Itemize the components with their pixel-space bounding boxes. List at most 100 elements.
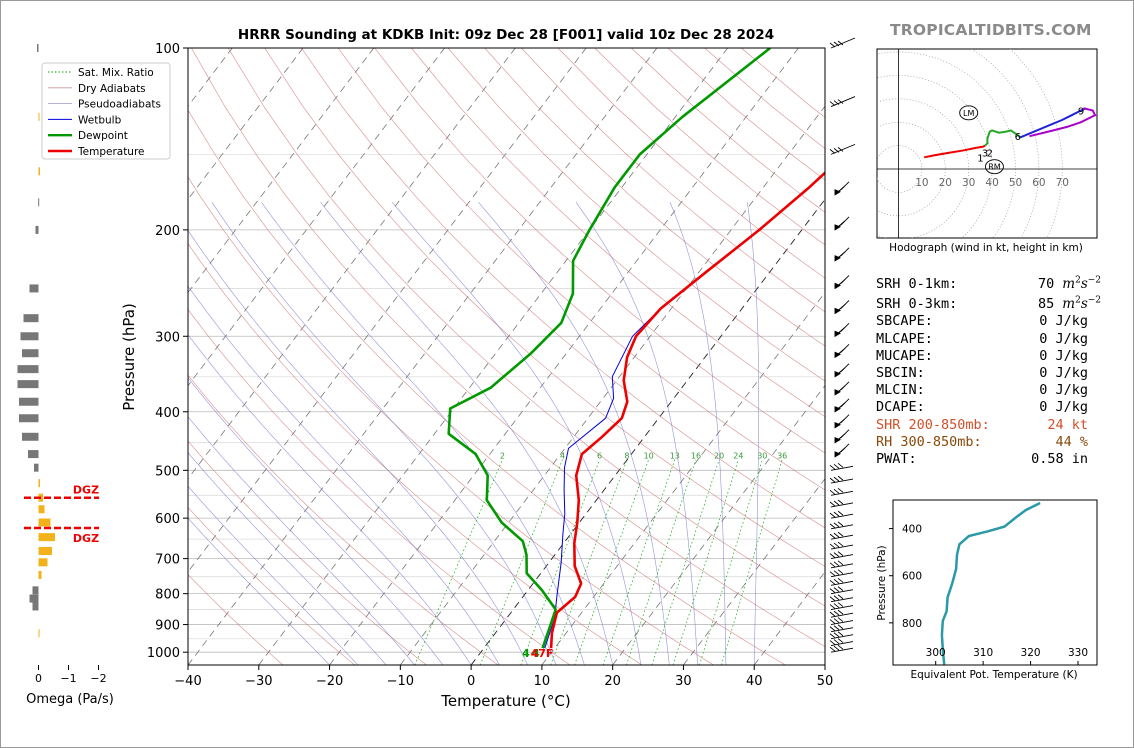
mixing-ratio-line	[651, 459, 720, 665]
wind-barb	[829, 96, 856, 107]
omega-bar	[20, 332, 39, 341]
wind-barb	[829, 521, 854, 530]
isotherm-line	[258, 48, 729, 665]
wind-barb-feather	[837, 322, 850, 334]
wind-barb-feather	[837, 429, 850, 441]
hodograph-height-label: 2	[987, 149, 993, 160]
hodograph-storm-motion-marker	[959, 105, 979, 121]
moist-adiabat	[261, 202, 585, 665]
y-tick-label: 700	[155, 553, 180, 568]
mixing-ratio-label: 8	[624, 452, 629, 461]
isotherm-line	[188, 48, 587, 573]
theta-e-y-tick-label: 400	[902, 524, 922, 536]
surface-dewpoint-label: 4	[522, 647, 530, 660]
x-tick-label: −40	[174, 674, 201, 689]
wind-barb-feather	[837, 247, 850, 259]
mixing-ratio-label: 10	[644, 452, 654, 461]
omega-bar	[38, 629, 40, 638]
mixing-ratio-line	[626, 459, 697, 665]
moist-adiabat	[211, 202, 557, 665]
dry-adiabat	[188, 374, 499, 665]
omega-bar	[17, 380, 39, 389]
omega-bar	[38, 546, 52, 555]
y-tick-label: 400	[155, 406, 180, 421]
omega-bar	[22, 349, 39, 358]
theta-e-line	[940, 501, 1041, 665]
theta-e-panel: 300 310 320 330 400 600 800	[889, 501, 1088, 665]
mixing-ratio-label: 24	[733, 452, 743, 461]
surface-temperature-label: 47F	[531, 647, 554, 660]
moist-adiabat	[188, 334, 472, 665]
hodograph-ring-label: 50	[1009, 177, 1022, 189]
stat-value: 0 J/kg	[1039, 330, 1088, 347]
dry-adiabat	[484, 48, 825, 347]
hodograph: 1 23 6 9 LM RM	[877, 49, 1097, 238]
theta-e-x-label: Equivalent Pot. Temperature (K)	[910, 669, 1077, 681]
omega-bar	[38, 518, 51, 527]
moist-adiabat	[188, 452, 387, 665]
omega-bar	[38, 198, 40, 207]
omega-bar	[22, 432, 39, 441]
legend-entry: Wetbulb	[78, 114, 122, 126]
x-tick-label: −20	[316, 674, 343, 689]
dry-adiabat	[264, 48, 825, 567]
dry-adiabat	[188, 176, 714, 665]
theta-e-x-tick-label: 310	[973, 647, 993, 659]
x-tick-label: 20	[604, 674, 621, 689]
wind-barb	[829, 624, 854, 633]
wind-barb	[829, 499, 854, 508]
omega-x-tick-label: −2	[90, 672, 106, 685]
omega-bar	[19, 414, 39, 423]
wind-barb	[829, 541, 854, 550]
skewt-profiles	[447, 48, 825, 649]
dry-adiabat	[188, 109, 786, 665]
stat-unit-exponent: 2	[1075, 295, 1081, 306]
isotherm-line	[470, 198, 825, 665]
y-tick-label: 800	[155, 588, 180, 603]
hodograph-storm-motion-marker	[984, 159, 1004, 175]
mixing-ratio-line	[574, 459, 649, 665]
mixing-ratio-label: 2	[500, 452, 505, 461]
stat-row: MLCIN: 0 J/kg	[876, 382, 1101, 399]
wind-barb-feather	[837, 443, 850, 455]
moist-adiabat	[188, 285, 500, 665]
mixing-ratio-label: 36	[777, 452, 787, 461]
hodograph-caption: Hodograph (wind in kt, height in km)	[889, 242, 1083, 254]
hodograph-segment	[1019, 107, 1087, 139]
dewpoint-line	[447, 48, 772, 649]
theta-e-frame	[892, 499, 1098, 666]
moist-adiabat	[188, 416, 415, 665]
stat-label: SRH 0-1km:	[876, 275, 958, 292]
wind-barb-feather	[837, 275, 850, 286]
stat-unit: m2s−2	[1062, 275, 1102, 292]
y-tick-label: 200	[155, 224, 180, 239]
stat-unit-exponent: −2	[1087, 275, 1102, 285]
omega-bar	[38, 505, 45, 514]
stats-panel: SRH 0-1km: 70 m2s−2 SRH 0-3km: 85 m2s−2 SBCAPE…	[876, 272, 1101, 468]
moist-adiabat	[391, 202, 642, 665]
stat-label: PWAT:	[876, 451, 917, 468]
stat-unit-exponent: −2	[1087, 295, 1102, 306]
stat-label: DCAPE:	[876, 399, 925, 416]
stat-label: SHR 200-850mb:	[876, 416, 990, 433]
omega-panel: DGZ DGZ 0 −1 −2	[17, 44, 107, 685]
mixing-ratio-labels: 2 4 6 8 10 13 16 20 24 30 36	[500, 452, 787, 461]
hodograph-marker-label: RM	[988, 163, 1001, 172]
isotherm-line	[188, 48, 658, 665]
stat-row: RH 300-850mb: 44 %	[876, 434, 1101, 451]
wind-barb	[829, 143, 856, 155]
stat-row: DCAPE: 0 J/kg	[876, 399, 1101, 416]
theta-e-y-label: Pressure (hPa)	[876, 545, 888, 620]
moist-adiabat	[320, 202, 613, 665]
wind-barb-feather	[837, 381, 850, 393]
hodograph-height-label: 9	[1078, 107, 1084, 118]
wind-barb-feather	[837, 363, 850, 375]
wind-barb	[829, 594, 854, 603]
hodograph-ring-label: 20	[939, 177, 952, 189]
wind-barb	[829, 551, 854, 560]
wind-barb	[829, 487, 854, 496]
stat-row: SRH 0-3km: 85 m2s−2	[876, 293, 1101, 314]
wind-barb-feather	[837, 398, 850, 410]
stat-value: 0 J/kg	[1039, 399, 1088, 416]
stat-row: PWAT: 0.58 in	[876, 451, 1101, 468]
